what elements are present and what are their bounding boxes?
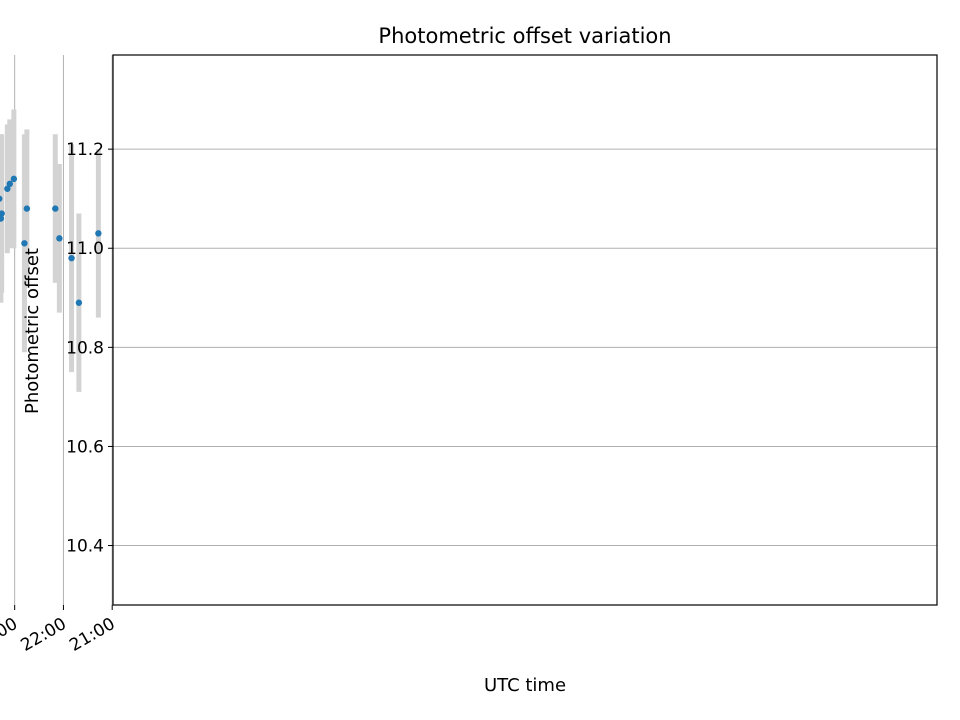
data-points xyxy=(0,175,102,306)
x-axis-label: UTC time xyxy=(484,675,566,696)
data-point xyxy=(75,299,83,306)
y-tick-label: 10.6 xyxy=(66,437,104,457)
data-point xyxy=(0,215,5,222)
y-tick-label: 11.2 xyxy=(66,140,104,160)
data-point xyxy=(95,230,102,237)
data-point xyxy=(0,195,3,202)
data-point xyxy=(52,205,59,212)
y-tick-label: 11.0 xyxy=(66,239,104,259)
data-point xyxy=(56,235,63,242)
chart-title: Photometric offset variation xyxy=(378,24,671,48)
data-point xyxy=(23,205,31,212)
y-tick-label: 10.8 xyxy=(66,338,104,358)
y-axis-label: Photometric offset xyxy=(22,248,43,414)
data-point xyxy=(4,185,11,192)
data-point xyxy=(0,210,5,217)
plot-frame xyxy=(112,54,938,606)
data-point xyxy=(21,240,28,247)
data-point xyxy=(10,175,18,183)
y-tick-label: 10.4 xyxy=(66,537,104,557)
data-point xyxy=(68,254,75,262)
data-point xyxy=(6,180,13,188)
